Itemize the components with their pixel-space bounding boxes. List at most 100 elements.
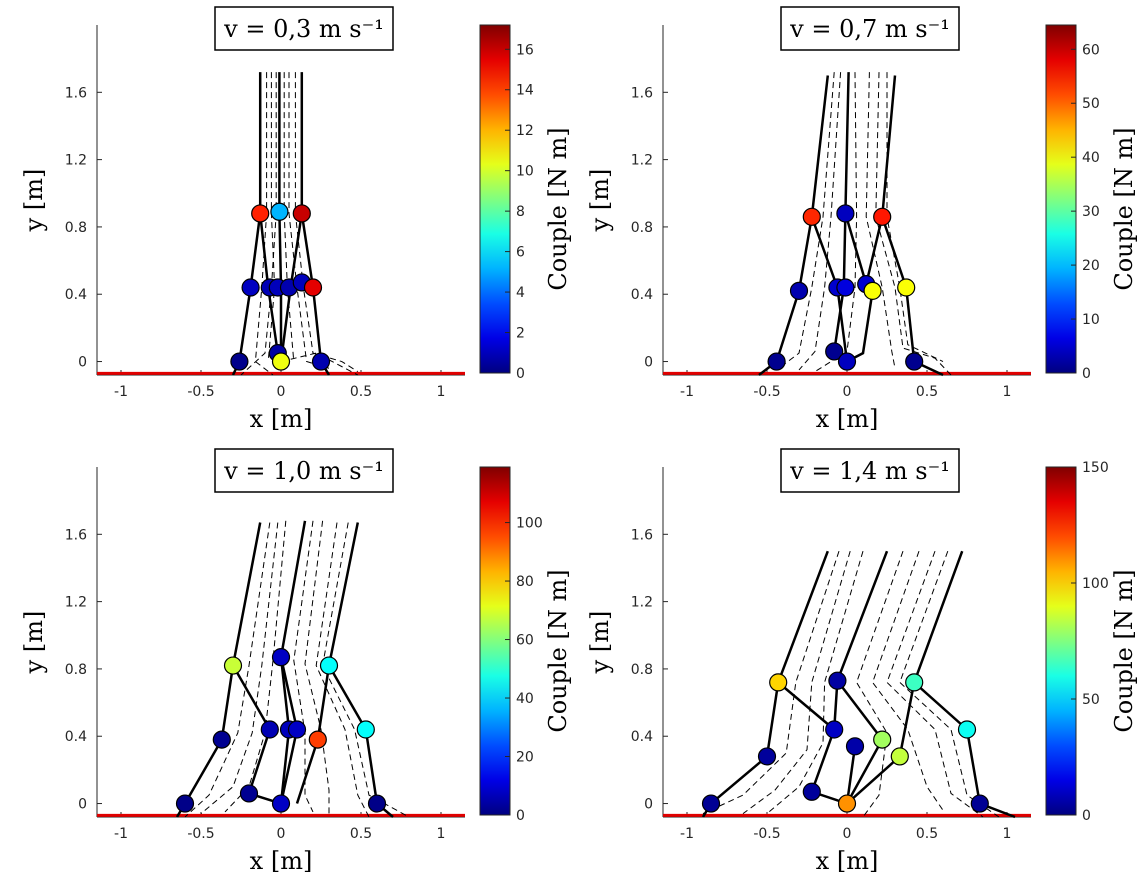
y-tick-label: 0.4: [631, 287, 653, 303]
dashed-limb: [776, 72, 835, 371]
limb-line: [777, 681, 836, 731]
joint-point: [356, 720, 375, 739]
x-tick-label: 0.5: [916, 384, 938, 400]
colorbar-tick-label: 150: [1082, 460, 1109, 476]
limb-line: [844, 213, 868, 285]
y-tick-label: 1.2: [65, 595, 87, 611]
y-axis-label: y [m]: [20, 611, 48, 675]
panel-2: -1 -0.5 0 0.5 100.40.81.21.6x [m]y [m]v = 0,…: [586, 6, 1138, 433]
x-tick-label: 1: [1003, 384, 1012, 400]
panel-3: -1 -0.5 0 0.5 1 0 0.4 0.8 1.2 1.6 x [m] y [m] v = 1,…: [20, 448, 572, 875]
panel-title: v = 1,4 m s⁻¹: [789, 457, 950, 485]
x-tick-label: -1: [114, 826, 128, 842]
colorbar-tick-label: 60: [1082, 42, 1100, 58]
limb-line: [845, 746, 857, 804]
x-tick-label: 1: [437, 826, 446, 842]
x-tick-label: 0.5: [350, 826, 372, 842]
dashed-limb: [184, 522, 271, 818]
x-axis-label: x [m]: [250, 405, 313, 433]
dashed-limb: [294, 72, 359, 373]
title-box: v = 1,0 m s⁻¹: [214, 448, 394, 493]
title-box: v = 0,3 m s⁻¹: [214, 6, 394, 51]
y-tick-label: 0.8: [631, 662, 653, 678]
dashed-limb: [702, 550, 840, 815]
dashed-limb: [899, 550, 1000, 818]
joint-point: [319, 656, 339, 675]
y-tick-label: 0: [78, 355, 87, 371]
joint-point: [970, 794, 989, 813]
joint-point: [271, 794, 291, 813]
y-tick-label: 0: [644, 355, 653, 371]
joint-point: [873, 207, 892, 226]
joint-point: [270, 202, 289, 221]
colorbar-label: Couple [N m]: [1110, 127, 1138, 290]
dashed-limb: [283, 72, 295, 362]
colorbar-tick-label: 50: [1082, 692, 1100, 708]
joint-point: [957, 720, 977, 739]
colorbar: [479, 24, 511, 374]
y-axis-label: y [m]: [20, 169, 48, 233]
title-frame: [214, 6, 394, 51]
title-box: v = 0,7 m s⁻¹: [780, 6, 960, 51]
colorbar-tick-label: 30: [1082, 204, 1100, 220]
joint-point: [757, 747, 777, 766]
joint-point: [287, 720, 307, 739]
x-tick-label: -0.5: [187, 826, 214, 842]
x-tick-label: 1: [1003, 826, 1012, 842]
joint-point: [271, 352, 291, 371]
joint-point: [701, 794, 721, 813]
colorbar-tick-label: 0: [516, 366, 525, 382]
dashed-limb: [872, 550, 944, 811]
dashed-limb: [856, 550, 904, 818]
colorbar-tick-label: 0: [1082, 366, 1091, 382]
panel-4: -1 -0.5 0 0.5 1 0 0.4 0.8 1.2 1.6 x [m] y [m] v = 1,…: [586, 448, 1138, 875]
colorbar-tick-label: 60: [516, 633, 534, 649]
joint-point: [303, 278, 323, 297]
dashed-limb: [742, 550, 851, 815]
joint-point: [230, 352, 249, 371]
dashed-limb: [886, 72, 944, 362]
limb-line: [912, 550, 1016, 819]
colorbar-tick-label: 2: [516, 326, 525, 342]
colorbar: [1045, 24, 1077, 374]
colorbar-label: Couple [N m]: [544, 569, 572, 732]
x-tick-label: -0.5: [187, 384, 214, 400]
joint-point: [260, 720, 279, 739]
dashed-limb: [315, 522, 370, 818]
colorbar-tick-label: 0: [1082, 808, 1091, 824]
x-tick-label: -1: [680, 384, 694, 400]
title-frame: [214, 448, 394, 493]
y-tick-label: 0.8: [631, 220, 653, 236]
joint-point: [241, 278, 260, 297]
x-axis-label: x [m]: [250, 847, 313, 875]
dashed-limb: [267, 72, 276, 362]
colorbar-tick-label: 50: [1082, 96, 1100, 112]
colorbar-tick-label: 80: [516, 574, 534, 590]
limb-line: [231, 664, 282, 805]
x-tick-label: 0: [277, 384, 286, 400]
joint-point: [836, 278, 855, 297]
joint-point: [836, 204, 855, 223]
colorbar-tick-label: 4: [516, 285, 525, 301]
joint-point: [223, 656, 243, 675]
joint-point: [212, 730, 231, 749]
colorbar-tick-label: 10: [1082, 312, 1100, 328]
limb-line: [701, 550, 829, 818]
x-axis-label: x [m]: [816, 405, 879, 433]
joint-point: [825, 342, 844, 361]
joint-point: [308, 730, 327, 749]
joint-point: [239, 784, 259, 803]
joint-point: [825, 720, 844, 739]
panel-1: -1 -0.5 0 0.5 100.40.81.21.6x [m]y [m]v = 0,…: [20, 6, 572, 433]
x-tick-label: 0.5: [916, 826, 938, 842]
limb-line: [832, 72, 850, 352]
joint-point: [789, 281, 809, 300]
x-tick-label: -0.5: [753, 384, 780, 400]
joint-point: [292, 204, 311, 223]
x-tick-label: -1: [680, 826, 694, 842]
y-tick-label: 1.6: [65, 85, 87, 101]
colorbar-tick-label: 0: [516, 808, 525, 824]
colorbar-tick-label: 40: [516, 691, 534, 707]
joint-point: [905, 352, 924, 371]
